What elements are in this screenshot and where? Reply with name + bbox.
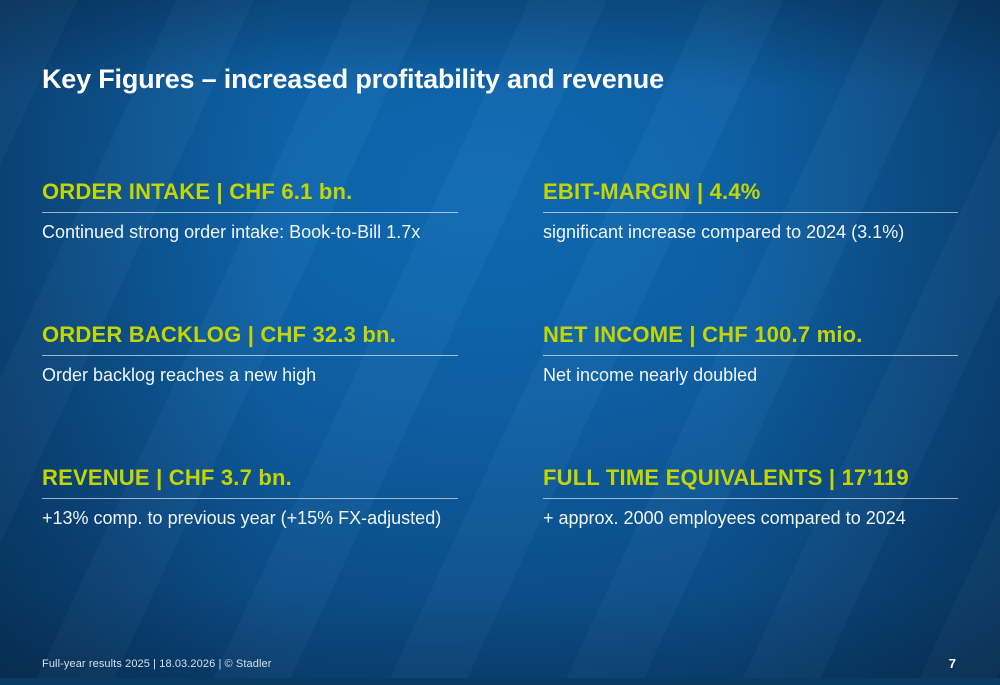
kpi-grid: ORDER INTAKE | CHF 6.1 bn. Continued str… — [42, 179, 958, 530]
kpi-heading-order-backlog: ORDER BACKLOG | CHF 32.3 bn. — [42, 322, 397, 347]
kpi-heading-ebit-margin: EBIT-MARGIN | 4.4% — [543, 179, 761, 204]
page-number: 7 — [948, 656, 956, 671]
kpi-body-net-income: Net income nearly doubled — [543, 365, 758, 385]
kpi-net-income: NET INCOME | CHF 100.7 mio. Net income n… — [543, 322, 958, 387]
kpi-body-order-intake: Continued strong order intake: Book-to-B… — [42, 222, 421, 242]
footer-text: Full-year results 2025 | 18.03.2026 | © … — [42, 658, 272, 670]
slide-title: Key Figures – increased profitability an… — [42, 64, 664, 94]
kpi-divider — [543, 355, 958, 356]
bottom-edge-strip — [0, 678, 1000, 685]
kpi-divider — [543, 212, 958, 213]
kpi-divider — [42, 212, 458, 213]
kpi-heading-full-time-equivalents: FULL TIME EQUIVALENTS | 17’119 — [543, 465, 909, 490]
kpi-divider — [42, 355, 458, 356]
kpi-heading-order-intake: ORDER INTAKE | CHF 6.1 bn. — [42, 179, 353, 204]
kpi-full-time-equivalents: FULL TIME EQUIVALENTS | 17’119 + approx.… — [543, 465, 958, 530]
kpi-divider — [543, 498, 958, 499]
kpi-body-full-time-equivalents: + approx. 2000 employees compared to 202… — [543, 508, 906, 528]
kpi-ebit-margin: EBIT-MARGIN | 4.4% significant increase … — [543, 179, 958, 244]
kpi-heading-revenue: REVENUE | CHF 3.7 bn. — [42, 465, 292, 490]
kpi-revenue: REVENUE | CHF 3.7 bn. +13% comp. to prev… — [42, 465, 458, 530]
kpi-body-revenue: +13% comp. to previous year (+15% FX-adj… — [42, 508, 442, 528]
kpi-order-backlog: ORDER BACKLOG | CHF 32.3 bn. Order backl… — [42, 322, 458, 387]
kpi-divider — [42, 498, 458, 499]
kpi-order-intake: ORDER INTAKE | CHF 6.1 bn. Continued str… — [42, 179, 458, 244]
kpi-body-order-backlog: Order backlog reaches a new high — [42, 365, 317, 385]
kpi-heading-net-income: NET INCOME | CHF 100.7 mio. — [543, 322, 863, 347]
kpi-body-ebit-margin: significant increase compared to 2024 (3… — [543, 222, 905, 242]
